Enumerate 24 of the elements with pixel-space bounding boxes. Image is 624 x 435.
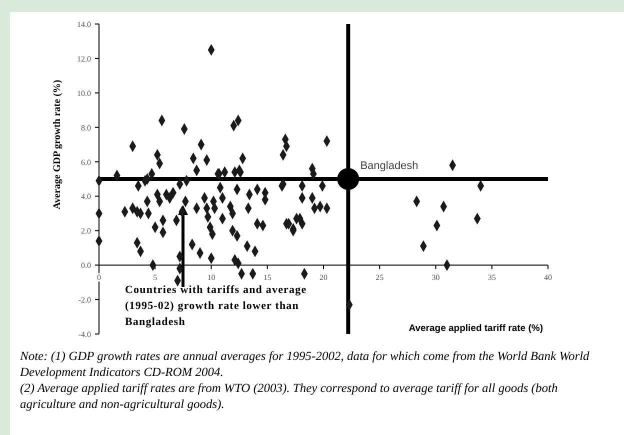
y-tick-label: 14.0 (77, 20, 91, 29)
x-tick-label: 5 (153, 273, 158, 282)
y-tick-label: 12.0 (77, 54, 91, 64)
x-tick-label: 30 (432, 273, 440, 282)
y-tick-label: 6.0 (81, 158, 91, 167)
text: Note: (1) GDP growth rates are annual averages for 1995-2002, data for which come from the World Bank World Development Indicators CD-ROM 2004. (19, 349, 590, 379)
y-tick-label: 0.0 (81, 261, 91, 270)
x-tick-label: 10 (207, 273, 216, 282)
x-tick-label: 25 (376, 273, 384, 282)
x-axis-title: Average applied tariff rate (%) (408, 323, 543, 334)
y-tick-label: 10.0 (77, 88, 91, 98)
y-tick-label: 4.0 (81, 192, 91, 202)
x-tick-label: 40 (544, 273, 552, 282)
x-tick-label: 20 (320, 273, 328, 282)
y-tick-label: -4.0 (78, 330, 91, 339)
y-tick-label: 8.0 (81, 123, 91, 132)
x-tick-label: 15 (263, 273, 272, 282)
y-axis-title: Average GDP growth rate (%) (52, 80, 63, 210)
y-tick-label: 2.0 (81, 226, 91, 236)
x-tick-label: 35 (488, 273, 496, 282)
series-label: Bangladesh (360, 160, 418, 172)
annotation: Countries with tariffs and average (1995-02) growth rate lower than Bangladesh (125, 284, 307, 328)
y-tick-label: -2.0 (78, 296, 91, 305)
text: (2) Average applied tariff rates are from WTO (2003). They correspond to average tariff for all goods (both agriculture and non-agricultural goods). (20, 381, 558, 411)
